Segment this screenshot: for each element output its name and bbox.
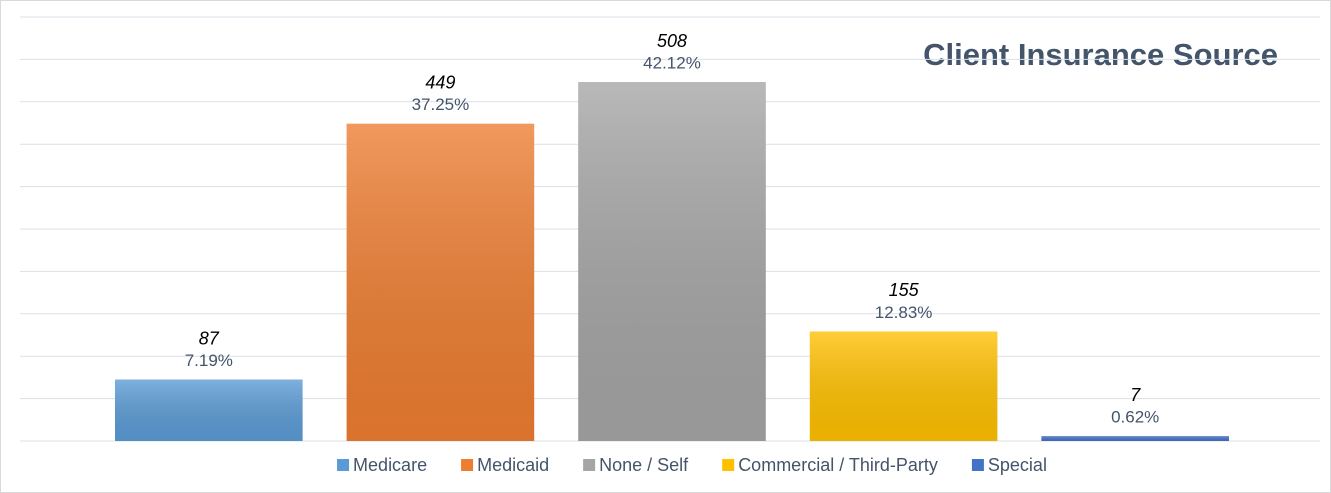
legend-label: Special	[988, 455, 1047, 475]
bar	[578, 82, 766, 441]
chart-title: Client Insurance Source	[923, 37, 1278, 72]
percent-label: 42.12%	[643, 53, 701, 72]
legend-label: Medicaid	[477, 455, 549, 475]
value-label: 449	[425, 72, 455, 92]
bar	[346, 123, 535, 441]
percent-label: 7.19%	[185, 351, 233, 370]
value-label: 508	[657, 31, 687, 51]
value-label: 7	[1130, 385, 1141, 405]
bar	[115, 379, 303, 441]
legend-label: Medicare	[353, 455, 427, 475]
legend-swatch	[971, 459, 984, 471]
legend-swatch	[461, 459, 474, 471]
percent-label: 12.83%	[875, 303, 933, 322]
bar	[809, 331, 998, 441]
legend-label: Commercial / Third-Party	[738, 455, 938, 475]
legend-swatch	[337, 459, 350, 471]
legend-swatch	[583, 459, 596, 471]
legend-label: None / Self	[599, 455, 689, 475]
legend-swatch	[722, 459, 735, 471]
percent-label: 37.25%	[412, 95, 470, 114]
percent-label: 0.62%	[1111, 408, 1159, 427]
value-label: 155	[889, 280, 920, 300]
value-label: 87	[199, 328, 220, 348]
bar	[1041, 436, 1229, 441]
